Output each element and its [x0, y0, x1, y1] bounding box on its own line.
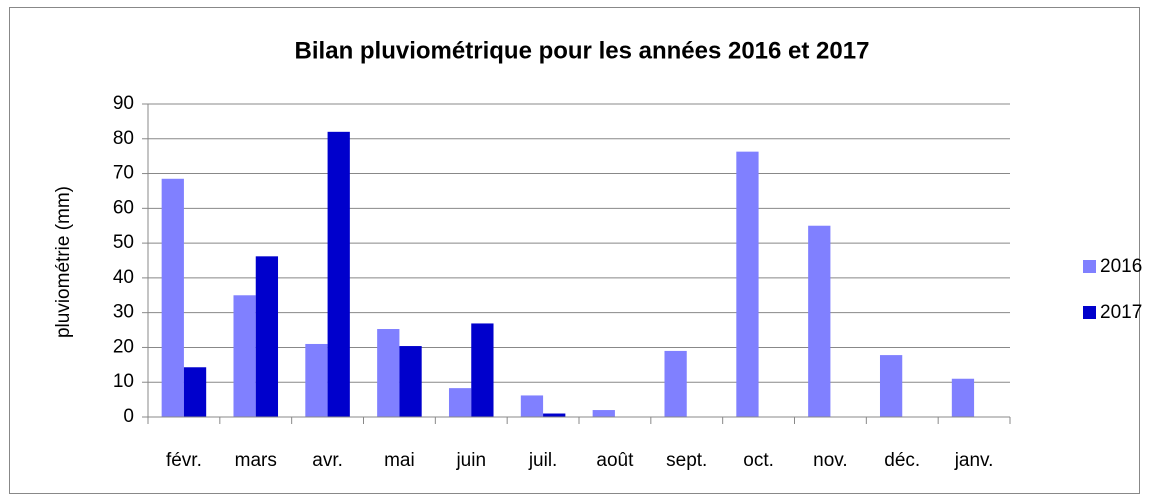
x-tick-label: avr.: [312, 450, 343, 471]
legend-label: 2017: [1100, 302, 1142, 323]
bar: [161, 178, 184, 417]
bar: [664, 350, 687, 417]
x-tick-label: sept.: [666, 450, 707, 471]
x-tick-label: nov.: [813, 450, 848, 471]
bar: [305, 343, 328, 417]
bar: [183, 367, 207, 417]
bar: [543, 413, 566, 417]
bar: [520, 395, 544, 417]
x-tick-label: févr.: [166, 450, 202, 471]
bar: [327, 131, 350, 418]
y-tick-label: 90: [113, 93, 134, 114]
chart-title: Bilan pluviométrique pour les années 201…: [295, 37, 870, 64]
bar: [377, 329, 400, 417]
bar: [233, 295, 256, 417]
legend-swatch: [1083, 260, 1096, 273]
bar: [736, 151, 759, 417]
x-tick-label: juin: [455, 450, 486, 471]
bar: [951, 378, 975, 417]
y-tick-label: 20: [113, 336, 134, 357]
x-tick-label: janv.: [954, 450, 994, 471]
y-tick-label: 50: [113, 232, 134, 253]
y-tick-label: 30: [113, 302, 134, 323]
y-tick-label: 60: [113, 197, 134, 218]
y-tick-label: 0: [123, 406, 134, 427]
legend-label: 2016: [1100, 256, 1142, 277]
y-tick-label: 80: [113, 128, 134, 149]
bar: [879, 355, 903, 417]
x-tick-label: mai: [384, 450, 415, 471]
bar: [808, 225, 831, 417]
y-tick-label: 70: [113, 163, 134, 184]
y-tick-label: 40: [113, 267, 134, 288]
bar: [592, 410, 615, 417]
bar: [471, 323, 494, 417]
legend-swatch: [1083, 306, 1096, 319]
y-axis-label: pluviométrie (mm): [53, 186, 74, 338]
x-tick-label: oct.: [743, 450, 774, 471]
x-tick-label: mars: [235, 450, 277, 471]
x-tick-label: août: [596, 450, 634, 471]
bar: [448, 388, 472, 417]
y-tick-label: 10: [113, 371, 134, 392]
bar: [399, 346, 422, 417]
bar: [255, 256, 279, 417]
x-tick-label: déc.: [884, 450, 920, 471]
x-tick-label: juil.: [528, 450, 558, 471]
